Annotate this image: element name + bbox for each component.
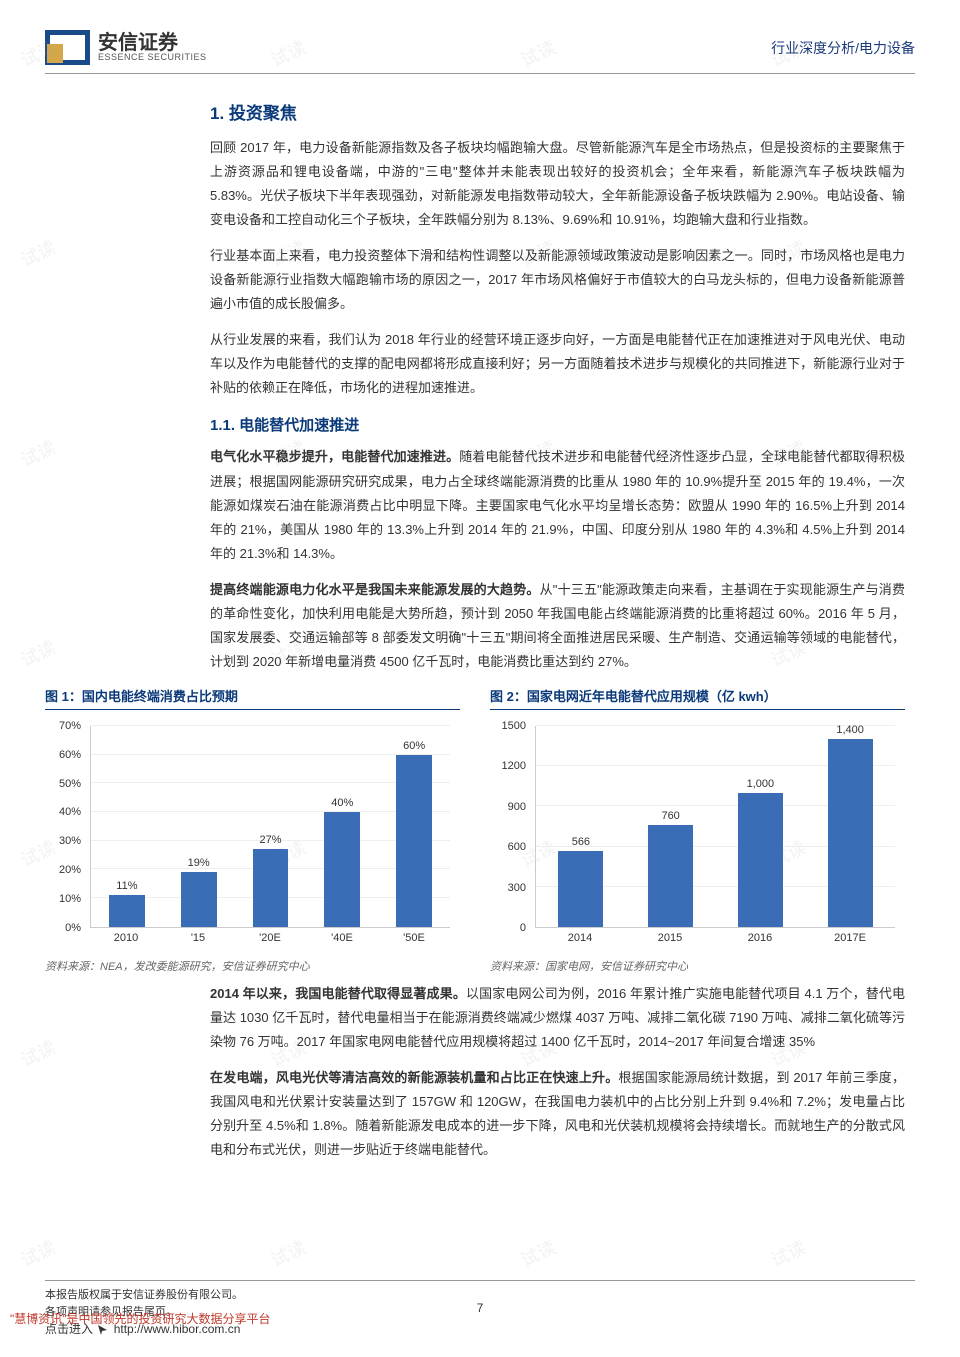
page-header: 安信证券 ESSENCE SECURITIES 行业深度分析/电力设备 xyxy=(45,30,915,74)
chart-bar xyxy=(828,739,873,927)
chart-bar xyxy=(396,755,432,927)
watermark: 试读 xyxy=(16,634,60,673)
after-para1: 2014 年以来，我国电能替代取得显著成果。以国家电网公司为例，2016 年累计… xyxy=(210,982,905,1054)
logo-cn: 安信证券 xyxy=(98,33,207,53)
chart-bar xyxy=(648,825,693,927)
watermark: 试读 xyxy=(266,1234,310,1273)
sec11-para2: 提高终端能源电力化水平是我国未来能源发展的大趋势。从"十三五"能源政策走向来看，… xyxy=(210,578,905,674)
sec11-para1: 电气化水平稳步提升，电能替代加速推进。随着电能替代技术进步和电能替代经济性逐步凸… xyxy=(210,445,905,565)
chart-bar xyxy=(558,851,603,927)
chart-2-title: 图 2：国家电网近年电能替代应用规模（亿 kwh） xyxy=(490,686,905,710)
chart-bar xyxy=(181,872,217,927)
section-1-1-title: 1.1. 电能替代加速推进 xyxy=(210,414,905,435)
chart-1-area: 0%10%20%30%40%50%60%70% 11%19%27%40%60% … xyxy=(45,716,460,956)
chart-1-source: 资料来源：NEA，发改委能源研究，安信证券研究中心 xyxy=(45,958,460,974)
footer-line1: 本报告版权属于安信证券股份有限公司。 xyxy=(45,1287,915,1304)
chart-2-area: 030060090012001500 5667601,0001,400 2014… xyxy=(490,716,905,956)
hibor-watermark: "慧博资讯"是中国领先的投资研究大数据分享平台 xyxy=(10,1310,271,1327)
after-para2: 在发电端，风电光伏等清洁高效的新能源装机量和占比正在快速上升。根据国家能源局统计… xyxy=(210,1066,905,1162)
chart-bar xyxy=(109,895,145,927)
watermark: 试读 xyxy=(766,1234,810,1273)
section-1-title: 1. 投资聚焦 xyxy=(210,99,905,124)
sec1-para2: 行业基本面上来看，电力投资整体下滑和结构性调整以及新能源领域政策波动是影响因素之… xyxy=(210,244,905,316)
watermark: 试读 xyxy=(516,1234,560,1273)
watermark: 试读 xyxy=(16,234,60,273)
watermark: 试读 xyxy=(16,1234,60,1273)
chart-bar xyxy=(253,849,289,927)
chart-1-title: 图 1：国内电能终端消费占比预期 xyxy=(45,686,460,710)
logo-en: ESSENCE SECURITIES xyxy=(98,53,207,62)
chart-2: 图 2：国家电网近年电能替代应用规模（亿 kwh） 03006009001200… xyxy=(490,686,905,974)
sec1-para3: 从行业发展的来看，我们认为 2018 年行业的经营环境正逐步向好，一方面是电能替… xyxy=(210,328,905,400)
chart-bar xyxy=(324,812,360,927)
page-footer: 本报告版权属于安信证券股份有限公司。 各项声明请参见报告尾页。 点击进入 htt… xyxy=(45,1280,915,1337)
charts-row: 图 1：国内电能终端消费占比预期 0%10%20%30%40%50%60%70%… xyxy=(45,686,905,974)
chart-2-source: 资料来源：国家电网，安信证券研究中心 xyxy=(490,958,905,974)
sec1-para1: 回顾 2017 年，电力设备新能源指数及各子板块均幅跑输大盘。尽管新能源汽车是全… xyxy=(210,136,905,232)
chart-bar xyxy=(738,793,783,927)
chart-1: 图 1：国内电能终端消费占比预期 0%10%20%30%40%50%60%70%… xyxy=(45,686,460,974)
logo: 安信证券 ESSENCE SECURITIES xyxy=(45,30,207,65)
watermark: 试读 xyxy=(16,434,60,473)
watermark: 试读 xyxy=(16,1034,60,1073)
logo-icon xyxy=(45,30,90,65)
header-category: 行业深度分析/电力设备 xyxy=(771,38,915,58)
